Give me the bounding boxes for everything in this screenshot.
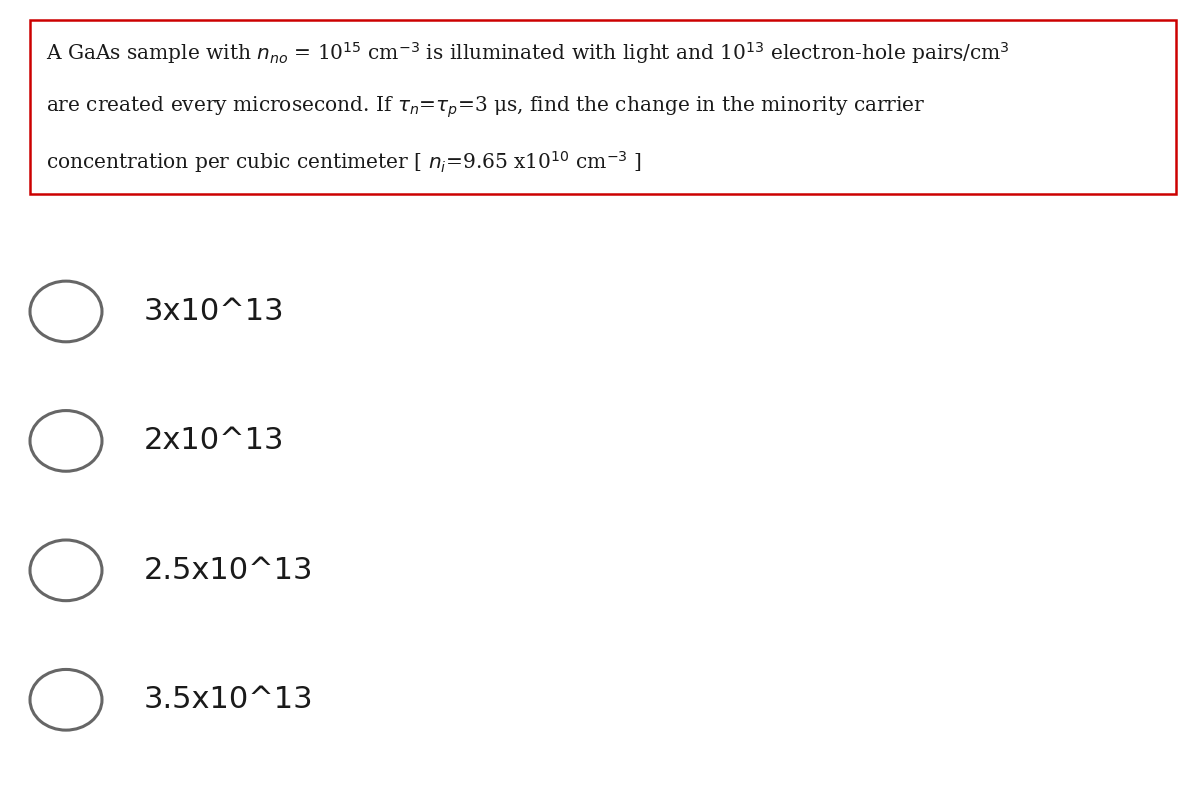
Text: 3x10^13: 3x10^13 [144,297,284,326]
Text: 2.5x10^13: 2.5x10^13 [144,556,313,585]
Text: 2x10^13: 2x10^13 [144,426,284,455]
Text: concentration per cubic centimeter [ $n_i$=9.65 x10$^{10}$ cm$^{-3}$ ]: concentration per cubic centimeter [ $n_… [46,149,642,175]
Text: A GaAs sample with $n_{no}$ = 10$^{15}$ cm$^{-3}$ is illuminated with light and : A GaAs sample with $n_{no}$ = 10$^{15}$ … [46,40,1009,66]
Text: are created every microsecond. If $\tau_n$=$\tau_p$=3 μs, find the change in the: are created every microsecond. If $\tau_… [46,94,925,120]
FancyBboxPatch shape [30,20,1176,194]
Text: 3.5x10^13: 3.5x10^13 [144,685,313,714]
